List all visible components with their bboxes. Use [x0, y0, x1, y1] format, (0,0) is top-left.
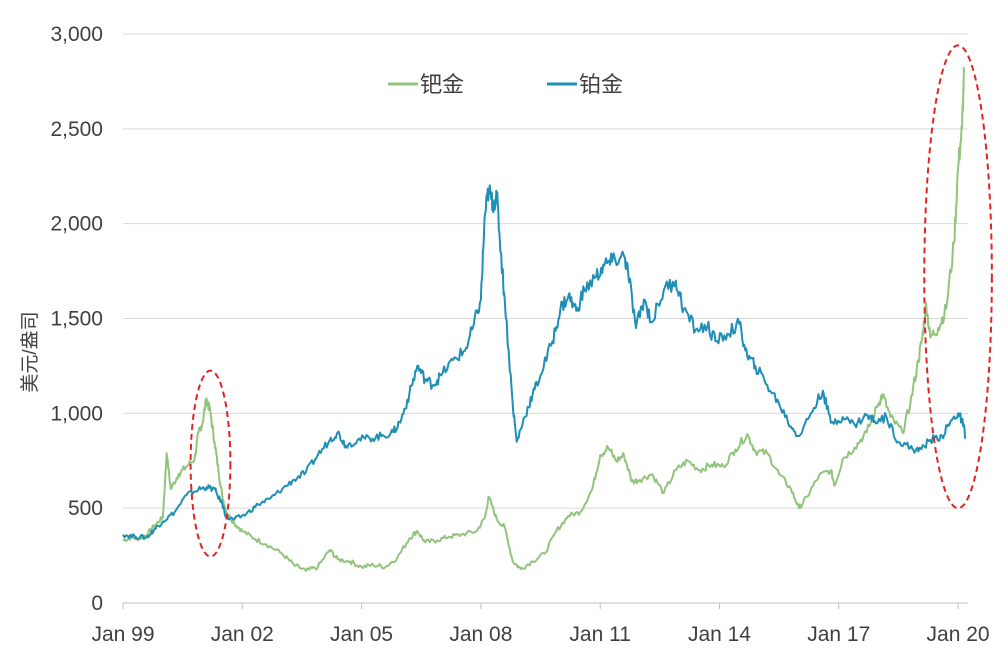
series-lines: [122, 66, 967, 572]
x-axis: Jan 99 Jan 02 Jan 05 Jan 08 Jan 11 Jan 14 Jan …: [91, 602, 990, 646]
y-tick-label: 0: [91, 592, 103, 615]
y-tick-label: 3,000: [50, 23, 103, 46]
x-tick-label: Jan 02: [211, 623, 274, 646]
x-tick-label: Jan 99: [91, 623, 154, 646]
x-tick-label: Jan 05: [330, 623, 393, 646]
y-axis-ticks: 0 500 1,000 1,500 2,000 2,500 3,000: [50, 23, 103, 615]
x-tick-label: Jan 08: [449, 623, 512, 646]
legend-label: 铂金: [579, 72, 623, 97]
y-tick-label: 500: [68, 497, 103, 520]
annotations: [189, 44, 993, 558]
gridlines: [123, 33, 968, 509]
x-tick-label: Jan 17: [807, 623, 870, 646]
highlight-ellipse: [189, 369, 232, 558]
x-tick-label: Jan 11: [569, 623, 631, 646]
series-line-platinum: [122, 184, 967, 541]
x-tick-label: Jan 20: [927, 623, 990, 646]
x-tick-label: Jan 14: [688, 623, 751, 646]
y-tick-label: 2,000: [50, 213, 103, 236]
legend-label: 钯金: [420, 72, 464, 97]
series-line-palladium: [122, 66, 965, 572]
y-tick-label: 1,500: [50, 308, 103, 331]
y-tick-label: 2,500: [50, 118, 103, 141]
y-axis-label: 美元/盎司: [19, 311, 41, 392]
y-tick-label: 1,000: [50, 402, 103, 425]
legend: 钯金 铂金: [388, 72, 623, 97]
highlight-ellipse: [923, 44, 993, 510]
